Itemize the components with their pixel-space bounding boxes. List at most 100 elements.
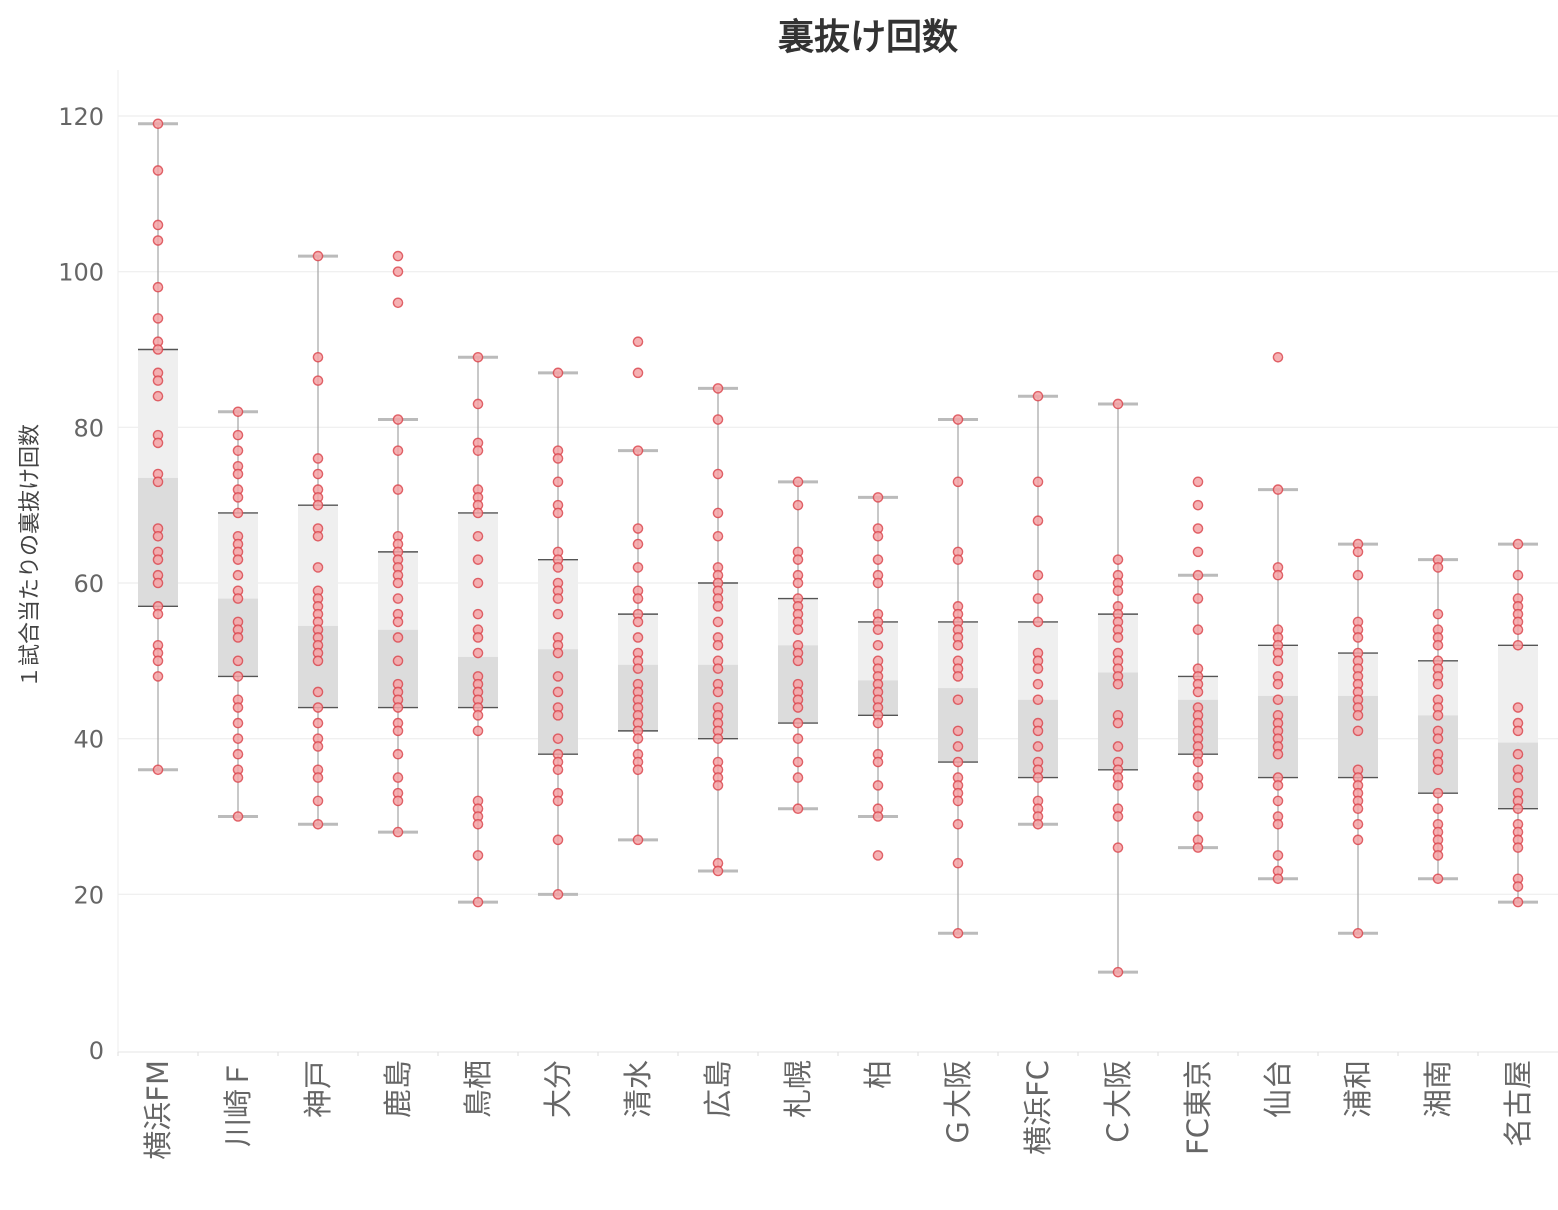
- x-tick-label: 広島: [701, 1060, 735, 1118]
- data-point: [1352, 725, 1364, 737]
- data-point: [552, 710, 564, 721]
- data-point: [1432, 787, 1444, 799]
- data-point: [952, 476, 964, 488]
- data-point: [1512, 624, 1524, 636]
- data-point: [1512, 639, 1524, 651]
- data-point: [232, 632, 244, 643]
- data-point: [952, 857, 964, 869]
- data-point: [1352, 818, 1364, 830]
- data-point: [1032, 772, 1044, 783]
- data-point: [712, 468, 724, 480]
- x-tick-label: 鹿島: [381, 1060, 415, 1118]
- data-point: [232, 554, 244, 565]
- data-point: [1192, 780, 1204, 791]
- data-point: [392, 577, 404, 589]
- data-point: [1272, 780, 1284, 791]
- data-point: [312, 468, 324, 480]
- box-group: [1317, 538, 1378, 1056]
- data-point: [1032, 390, 1044, 402]
- data-point: [1112, 398, 1124, 410]
- data-point: [792, 655, 804, 667]
- data-point: [312, 655, 324, 667]
- x-tick-label: 名古屋: [1501, 1060, 1535, 1147]
- data-point: [232, 492, 244, 503]
- data-point: [872, 554, 884, 565]
- data-point: [392, 593, 404, 604]
- data-point: [1112, 554, 1124, 565]
- data-point: [792, 702, 804, 713]
- box-group: [277, 250, 338, 1056]
- box-group: [1477, 538, 1538, 1056]
- data-point: [152, 671, 164, 682]
- data-point: [1432, 678, 1444, 690]
- data-point: [312, 499, 324, 511]
- data-point: [632, 593, 644, 604]
- data-point: [152, 235, 164, 246]
- data-point: [872, 850, 884, 861]
- data-point: [312, 702, 324, 713]
- data-point: [952, 414, 964, 425]
- data-point: [1512, 803, 1524, 815]
- data-point: [952, 756, 964, 768]
- data-point: [712, 865, 724, 877]
- data-point: [792, 803, 804, 815]
- x-tick-label: 川崎Ｆ: [221, 1060, 255, 1147]
- data-point: [1352, 927, 1364, 939]
- box-group: [597, 336, 658, 1056]
- data-point: [552, 647, 564, 659]
- data-point: [392, 655, 404, 667]
- data-point: [232, 772, 244, 783]
- data-point: [312, 717, 324, 729]
- data-point: [632, 445, 644, 456]
- data-point: [712, 686, 724, 698]
- data-point: [472, 554, 484, 565]
- data-point: [1192, 686, 1204, 698]
- data-point: [1032, 678, 1044, 690]
- box-group: [1397, 554, 1458, 1056]
- data-point: [712, 639, 724, 651]
- data-point: [152, 655, 164, 667]
- data-point: [1272, 748, 1284, 760]
- data-point: [1432, 850, 1444, 861]
- data-point: [632, 733, 644, 744]
- data-point: [472, 577, 484, 589]
- box-group: [997, 390, 1058, 1056]
- data-point: [792, 499, 804, 511]
- data-point: [472, 351, 484, 363]
- data-point: [872, 811, 884, 822]
- data-point: [872, 492, 884, 503]
- data-point: [152, 313, 164, 324]
- data-point: [472, 632, 484, 643]
- data-point: [1192, 842, 1204, 853]
- data-point: [1512, 725, 1524, 737]
- data-point: [312, 772, 324, 783]
- x-tick-label: 札幌: [781, 1060, 815, 1118]
- data-point: [1272, 818, 1284, 830]
- data-point: [1032, 593, 1044, 604]
- data-point: [872, 717, 884, 729]
- data-point: [792, 624, 804, 636]
- data-point: [392, 772, 404, 783]
- data-point: [712, 601, 724, 612]
- data-point: [712, 780, 724, 791]
- data-point: [312, 686, 324, 698]
- data-point: [1032, 476, 1044, 488]
- data-point: [632, 663, 644, 674]
- data-point: [392, 702, 404, 713]
- data-point: [392, 826, 404, 838]
- data-point: [1352, 710, 1364, 721]
- data-point: [392, 795, 404, 807]
- data-point: [1432, 803, 1444, 815]
- x-tick-label: Ｇ大阪: [941, 1060, 975, 1147]
- y-tick-label: 120: [58, 103, 104, 131]
- data-point: [1192, 624, 1204, 636]
- data-point: [1032, 515, 1044, 527]
- x-tick-label: 湘南: [1421, 1060, 1455, 1118]
- data-point: [632, 562, 644, 573]
- data-point: [1112, 585, 1124, 597]
- data-point: [232, 717, 244, 729]
- data-point: [872, 577, 884, 589]
- data-point: [552, 834, 564, 846]
- data-point: [1272, 795, 1284, 807]
- box-group: [117, 118, 178, 1056]
